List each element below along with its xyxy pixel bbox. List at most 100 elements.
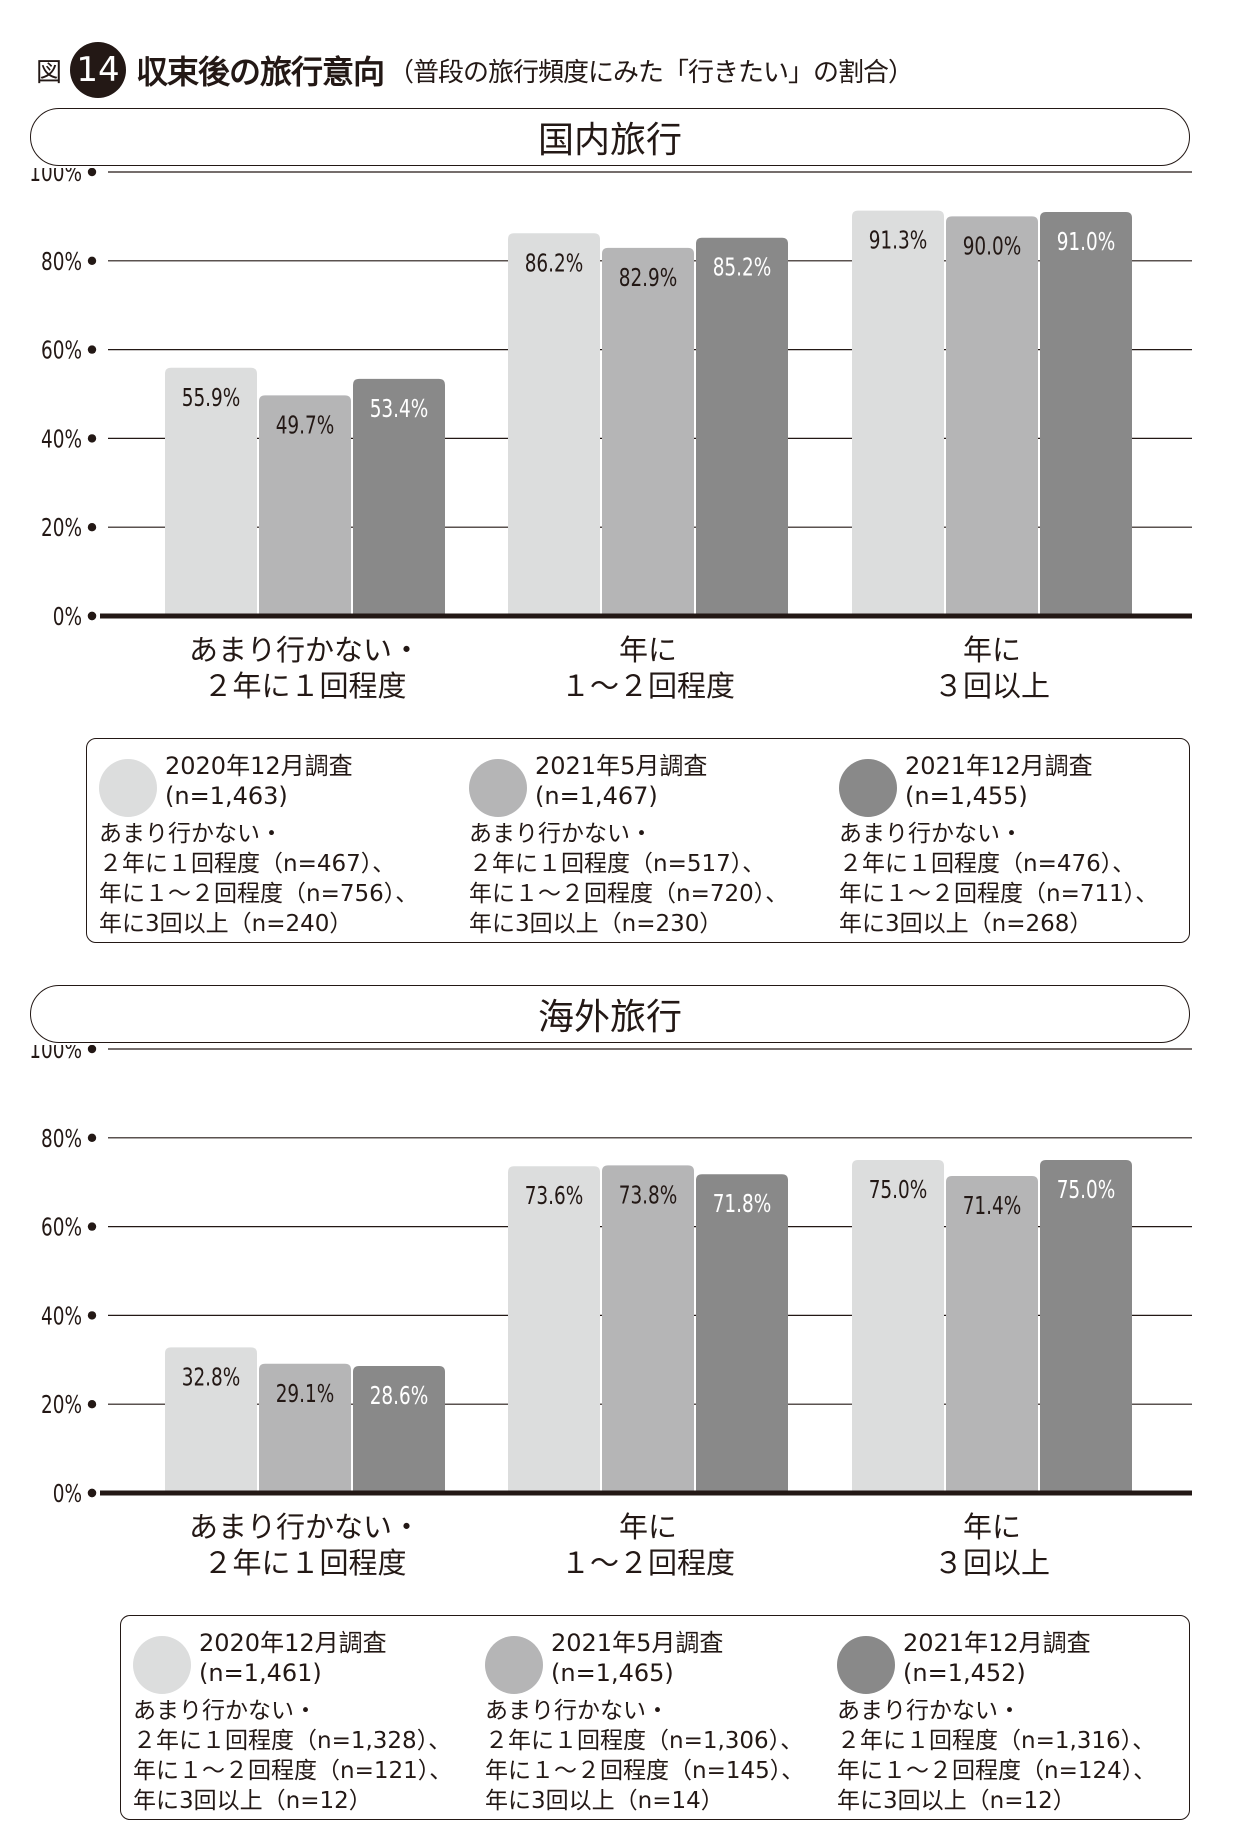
x-category-label: ３回以上 [934, 669, 1050, 703]
legend-item-2020-dec: 2020年12月調査 (n=1,461) あまり行かない・ ２年に１回程度（n=… [121, 1624, 452, 1814]
data-label: 55.9% [182, 384, 241, 412]
x-category-label: １～２回程度 [561, 1546, 735, 1580]
legend-item-2020-dec: 2020年12月調査 (n=1,463) あまり行かない・ ２年に１回程度（n=… [87, 747, 418, 937]
bar [353, 378, 445, 616]
overseas-bar-chart: 32.8% 29.1% 28.6% 73.6% 73.8% 71.8% 75.0% 71.4%… [29, 1045, 1192, 1580]
data-label: 75.0% [869, 1176, 928, 1204]
y-tick-label: 80% [41, 1125, 82, 1153]
tick-dot-icon [87, 611, 97, 621]
tick-dot-icon [87, 1133, 97, 1142]
domestic-travel-section: 国内旅行 55.9% 49.7% 53.4% 86.2% 82.9% 85.2% 91.3%… [0, 108, 1260, 968]
tick-dot-icon [87, 1488, 97, 1498]
section-title-banner: 国内旅行 [30, 108, 1190, 166]
bar [946, 216, 1038, 616]
bar [508, 233, 600, 616]
tick-dot-icon [87, 434, 97, 443]
y-tick-label: 20% [41, 514, 82, 542]
legend-survey-title: 2021年5月調査 [535, 752, 708, 780]
bars [165, 1160, 1132, 1493]
x-category-label: あまり行かない・ [189, 633, 421, 667]
chart-legend: 2020年12月調査 (n=1,461) あまり行かない・ ２年に１回程度（n=… [120, 1615, 1190, 1820]
x-category-label: ２年に１回程度 [203, 669, 406, 703]
tick-dot-icon [87, 523, 97, 532]
y-tick-label: 0% [53, 1480, 82, 1508]
section-title-banner: 海外旅行 [30, 985, 1190, 1043]
y-tick-label: 100% [29, 168, 82, 188]
figure-title: 収束後の旅行意向 [136, 53, 385, 91]
legend-swatch-icon [837, 1636, 895, 1694]
value-labels: 32.8% 29.1% 28.6% 73.6% 73.8% 71.8% 75.0% 71.4%… [182, 1176, 1116, 1410]
figure-number-badge: 14 [70, 42, 127, 98]
legend-breakdown: あまり行かない・ ２年に１回程度（n=1,316）、 年に１～２回程度（n=12… [837, 1698, 1157, 1814]
tick-dot-icon [87, 256, 97, 265]
bar [259, 1363, 351, 1493]
data-label: 32.8% [182, 1363, 241, 1391]
legend-survey-title: 2021年5月調査 [551, 1629, 724, 1657]
y-tick-label: 80% [41, 248, 82, 276]
x-category-label: 年に [619, 633, 677, 667]
chart-legend: 2020年12月調査 (n=1,463) あまり行かない・ ２年に１回程度（n=… [86, 738, 1190, 943]
legend-item-2021-dec: 2021年12月調査 (n=1,452) あまり行かない・ ２年に１回程度（n=… [825, 1624, 1156, 1814]
legend-breakdown: あまり行かない・ ２年に１回程度（n=517）、 年に１～２回程度（n=720）… [469, 821, 789, 937]
y-tick-label: 20% [41, 1391, 82, 1419]
data-label: 82.9% [619, 264, 678, 292]
y-tick-label: 40% [41, 426, 82, 454]
bar [508, 1166, 600, 1493]
figure-subtitle: （普段の旅行頻度にみた「行きたい」の割合） [388, 57, 914, 88]
data-label: 85.2% [713, 254, 772, 282]
legend-sample-size: (n=1,455) [905, 782, 1028, 810]
value-labels: 55.9% 49.7% 53.4% 86.2% 82.9% 85.2% 91.3% 90.0%… [182, 227, 1116, 440]
bar [696, 1174, 788, 1493]
legend-breakdown: あまり行かない・ ２年に１回程度（n=1,306）、 年に１～２回程度（n=14… [485, 1698, 805, 1814]
x-category-label: 年に [619, 1510, 677, 1544]
tick-dot-icon [87, 1045, 97, 1054]
legend-survey-title: 2020年12月調査 [165, 752, 353, 780]
data-label: 28.6% [370, 1382, 429, 1410]
x-category-label: １～２回程度 [561, 669, 735, 703]
x-category-label: 年に [963, 1510, 1021, 1544]
y-tick-label: 60% [41, 337, 82, 365]
tick-dot-icon [87, 1222, 97, 1231]
data-label: 71.8% [713, 1190, 772, 1218]
bar [1040, 211, 1132, 616]
y-tick-label: 100% [29, 1045, 82, 1065]
x-category-label: 年に [963, 633, 1021, 667]
overseas-travel-section: 海外旅行 32.8% 29.1% 28.6% 73.6% 73.8% 71.8% 75.0%… [0, 985, 1260, 1845]
legend-breakdown: あまり行かない・ ２年に１回程度（n=476）、 年に１～２回程度（n=711）… [839, 821, 1159, 937]
legend-breakdown: あまり行かない・ ２年に１回程度（n=467）、 年に１～２回程度（n=756）… [99, 821, 419, 937]
legend-item-2021-may: 2021年5月調査 (n=1,465) あまり行かない・ ２年に１回程度（n=1… [473, 1624, 804, 1814]
bars [165, 210, 1132, 616]
bar [353, 1366, 445, 1493]
data-label: 86.2% [525, 249, 584, 277]
legend-swatch-icon [99, 759, 157, 817]
data-label: 91.3% [869, 227, 928, 255]
bar [602, 1165, 694, 1493]
legend-sample-size: (n=1,452) [903, 1659, 1026, 1687]
legend-survey-title: 2021年12月調査 [903, 1629, 1091, 1657]
data-label: 75.0% [1057, 1176, 1116, 1204]
x-category-label: ３回以上 [934, 1546, 1050, 1580]
legend-item-2021-may: 2021年5月調査 (n=1,467) あまり行かない・ ２年に１回程度（n=5… [457, 747, 788, 937]
y-axis: 0% 20% 40% 60% 80% 100% [29, 1045, 1192, 1509]
data-label: 73.6% [525, 1182, 584, 1210]
bar [946, 1175, 1038, 1493]
legend-sample-size: (n=1,465) [551, 1659, 674, 1687]
legend-sample-size: (n=1,463) [165, 782, 288, 810]
tick-dot-icon [87, 1400, 97, 1409]
data-label: 91.0% [1057, 228, 1116, 256]
bar [165, 1347, 257, 1493]
bar [602, 247, 694, 616]
data-label: 90.0% [963, 233, 1022, 261]
bar [852, 1160, 944, 1493]
tick-dot-icon [87, 168, 97, 177]
x-category-label: ２年に１回程度 [203, 1546, 406, 1580]
data-label: 49.7% [276, 411, 335, 439]
legend-swatch-icon [133, 1636, 191, 1694]
x-category-label: あまり行かない・ [189, 1510, 421, 1544]
legend-sample-size: (n=1,467) [535, 782, 658, 810]
y-tick-label: 0% [53, 603, 82, 631]
legend-breakdown: あまり行かない・ ２年に１回程度（n=1,328）、 年に１～２回程度（n=12… [133, 1698, 453, 1814]
bar [259, 395, 351, 616]
